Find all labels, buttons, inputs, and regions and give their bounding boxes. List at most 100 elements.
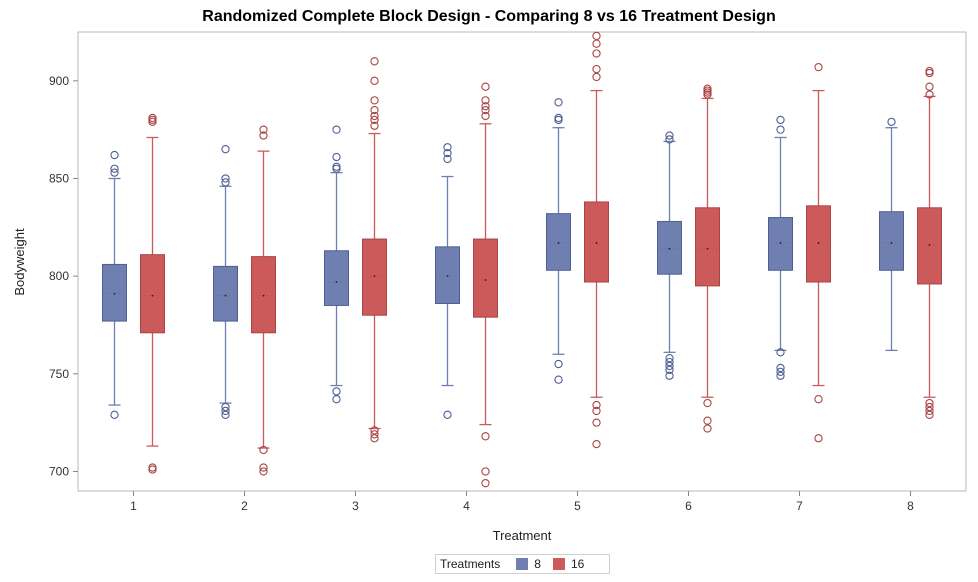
- x-tick-label: 3: [352, 499, 359, 513]
- iqr-box: [657, 220, 682, 275]
- box-8-treatment-5: [546, 98, 571, 384]
- outlier-point: [592, 49, 601, 58]
- outlier-point: [554, 98, 563, 107]
- outlier-point: [148, 463, 157, 472]
- y-tick-label: 700: [49, 464, 69, 478]
- outlier-point: [665, 131, 674, 140]
- outlier-point: [332, 152, 341, 162]
- iqr-box: [324, 250, 349, 306]
- legend: Treatments 8 16: [435, 554, 610, 574]
- outlier-point: [370, 111, 379, 121]
- outlier-point: [370, 57, 379, 66]
- outlier-point: [332, 162, 341, 171]
- outlier-point: [925, 90, 934, 99]
- legend-label-16: 16: [570, 557, 585, 571]
- box-8-treatment-4: [435, 143, 460, 419]
- iqr-box: [917, 207, 942, 285]
- mean-marker: [113, 292, 116, 295]
- outlier-point: [148, 113, 157, 123]
- iqr-box: [806, 205, 831, 283]
- outlier-point: [332, 387, 341, 396]
- outlier-point: [443, 154, 452, 164]
- outlier-point: [221, 145, 230, 154]
- outlier-point: [259, 467, 268, 476]
- outlier-point: [665, 371, 674, 380]
- mean-marker: [890, 242, 893, 244]
- x-axis-label: Treatment: [493, 528, 552, 543]
- y-axis: 700 750 800 850 900: [49, 74, 78, 478]
- outlier-point: [665, 365, 674, 375]
- x-tick-label: 4: [463, 499, 470, 513]
- outlier-point: [554, 375, 563, 384]
- iqr-box: [102, 263, 127, 322]
- outlier-point: [592, 31, 601, 41]
- y-tick-label: 750: [49, 367, 69, 381]
- box-16-treatment-6: [695, 84, 720, 433]
- legend-swatch-16: [552, 558, 565, 570]
- mean-marker: [706, 247, 709, 250]
- mean-marker: [335, 281, 338, 283]
- mean-marker: [446, 275, 449, 278]
- outlier-point: [814, 63, 823, 72]
- outlier-point: [110, 410, 119, 419]
- legend-item-16: 16: [552, 557, 585, 571]
- outlier-point: [110, 164, 119, 173]
- box-8-treatment-3: [324, 125, 349, 404]
- outlier-point: [481, 111, 490, 121]
- outlier-point: [592, 64, 601, 74]
- box-8-treatment-1: [102, 150, 127, 419]
- outlier-point: [370, 430, 379, 439]
- outlier-point: [221, 402, 230, 412]
- x-tick-label: 7: [796, 499, 803, 513]
- y-tick-label: 900: [49, 74, 69, 88]
- x-tick-label: 2: [241, 499, 248, 513]
- mean-marker: [373, 275, 376, 278]
- outlier-point: [481, 432, 490, 441]
- box-8-treatment-2: [213, 145, 238, 419]
- outlier-point: [259, 125, 268, 134]
- outlier-point: [776, 115, 785, 125]
- outlier-point: [332, 125, 341, 134]
- outlier-point: [481, 479, 490, 488]
- outlier-point: [370, 434, 379, 443]
- outlier-point: [259, 131, 268, 140]
- outlier-point: [925, 402, 934, 412]
- outlier-point: [592, 39, 601, 48]
- outlier-point: [925, 410, 934, 419]
- outlier-point: [592, 72, 601, 82]
- box-16-treatment-8: [917, 66, 942, 419]
- outlier-point: [703, 424, 712, 433]
- x-axis: 1 2 3 4 5 6 7 8: [130, 491, 914, 513]
- iqr-box: [584, 201, 609, 283]
- iqr-box: [473, 238, 498, 318]
- mean-marker: [224, 294, 227, 297]
- plot-area: [77, 31, 967, 492]
- outlier-point: [221, 410, 230, 419]
- outlier-point: [665, 357, 674, 367]
- iqr-box: [768, 217, 793, 271]
- mean-marker: [779, 242, 782, 244]
- outlier-point: [925, 82, 934, 91]
- box-8-treatment-6: [657, 131, 682, 380]
- outlier-point: [443, 148, 452, 158]
- outlier-point: [776, 367, 785, 377]
- box-16-treatment-1: [140, 113, 165, 474]
- legend-swatch-8: [516, 558, 529, 570]
- outlier-point: [776, 348, 785, 357]
- outlier-point: [221, 174, 230, 183]
- outlier-point: [370, 76, 379, 85]
- outlier-point: [554, 359, 563, 369]
- chart-title: Randomized Complete Block Design - Compa…: [202, 8, 776, 25]
- outlier-point: [110, 150, 119, 160]
- legend-title: Treatments: [440, 557, 501, 571]
- mean-marker: [262, 294, 265, 297]
- iqr-box: [879, 211, 904, 271]
- outlier-point: [776, 363, 785, 373]
- outlier-point: [443, 143, 452, 152]
- outlier-point: [592, 418, 601, 427]
- outlier-point: [665, 361, 674, 371]
- outlier-point: [481, 102, 490, 111]
- box-8-treatment-8: [879, 117, 904, 352]
